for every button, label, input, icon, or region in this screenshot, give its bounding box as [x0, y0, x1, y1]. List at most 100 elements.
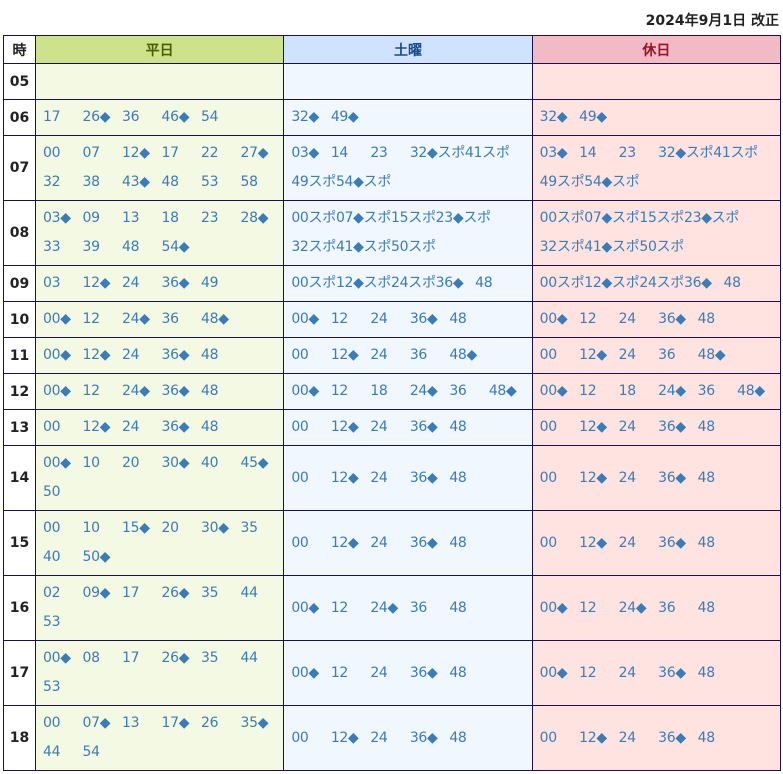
- departure-time[interactable]: 48: [449, 599, 467, 616]
- departure-time[interactable]: 58: [240, 174, 259, 190]
- departure-time[interactable]: 36: [161, 311, 180, 327]
- departure-time[interactable]: 54: [82, 744, 101, 760]
- departure-time[interactable]: 36◆: [409, 419, 438, 435]
- departure-time[interactable]: 12◆: [82, 419, 111, 435]
- departure-time[interactable]: 00◆: [291, 311, 320, 327]
- departure-time[interactable]: 33: [43, 239, 61, 255]
- departure-time[interactable]: 32スポ: [539, 239, 585, 255]
- departure-time[interactable]: 48: [697, 534, 716, 551]
- departure-time[interactable]: 10: [82, 520, 101, 536]
- departure-time[interactable]: 32◆: [291, 109, 320, 125]
- departure-time[interactable]: 12◆: [330, 347, 359, 363]
- departure-time[interactable]: 07◆: [82, 715, 111, 731]
- departure-time[interactable]: 46◆: [161, 109, 190, 125]
- departure-time[interactable]: 36◆: [658, 419, 686, 435]
- departure-time[interactable]: 00◆: [291, 664, 320, 681]
- departure-time[interactable]: 36◆: [658, 311, 686, 327]
- departure-time[interactable]: 48◆: [697, 347, 726, 363]
- departure-time[interactable]: 38: [82, 174, 101, 190]
- departure-time[interactable]: 48: [449, 534, 467, 551]
- departure-time[interactable]: 00: [43, 145, 61, 161]
- departure-time[interactable]: 40: [201, 455, 219, 471]
- departure-time[interactable]: 00: [43, 520, 61, 536]
- departure-time[interactable]: 00: [539, 419, 558, 435]
- departure-time[interactable]: 12◆スポ: [584, 275, 640, 291]
- departure-time[interactable]: 13: [122, 715, 140, 731]
- departure-time[interactable]: 36: [449, 383, 467, 399]
- departure-time[interactable]: 45◆: [240, 455, 269, 471]
- departure-time[interactable]: 48: [449, 729, 467, 746]
- departure-time[interactable]: 26◆: [161, 650, 190, 666]
- departure-time[interactable]: 43◆: [122, 174, 150, 190]
- departure-time[interactable]: 00◆: [539, 599, 568, 616]
- departure-time[interactable]: 24: [370, 311, 388, 327]
- departure-time[interactable]: 48: [449, 419, 467, 435]
- departure-time[interactable]: 14: [330, 145, 349, 161]
- departure-time[interactable]: 36: [697, 383, 716, 399]
- departure-time[interactable]: 00◆: [539, 383, 568, 399]
- departure-time[interactable]: 39: [82, 239, 101, 255]
- departure-time[interactable]: 32◆スポ: [658, 145, 714, 161]
- departure-time[interactable]: 00: [539, 469, 558, 486]
- departure-time[interactable]: 00: [291, 347, 309, 363]
- departure-time[interactable]: 48◆: [449, 347, 478, 363]
- departure-time[interactable]: 12◆: [330, 534, 359, 551]
- departure-time[interactable]: 00: [43, 715, 61, 731]
- departure-time[interactable]: 35◆: [240, 715, 269, 731]
- departure-time[interactable]: 32: [43, 174, 61, 190]
- departure-time[interactable]: 48: [697, 311, 716, 327]
- departure-time[interactable]: 49スポ: [539, 174, 585, 190]
- departure-time[interactable]: 18: [370, 383, 388, 399]
- departure-time[interactable]: 08: [82, 650, 101, 666]
- departure-time[interactable]: 00: [291, 419, 309, 435]
- departure-time[interactable]: 13: [122, 210, 140, 226]
- departure-time[interactable]: 49◆: [579, 109, 607, 125]
- departure-time[interactable]: 07◆スポ: [584, 210, 640, 226]
- departure-time[interactable]: 35: [240, 520, 259, 536]
- departure-time[interactable]: 30◆: [201, 520, 229, 536]
- departure-time[interactable]: 00: [291, 534, 309, 551]
- departure-time[interactable]: 00◆: [539, 664, 568, 681]
- departure-time[interactable]: 12◆: [330, 469, 359, 486]
- departure-time[interactable]: 12◆: [579, 347, 607, 363]
- departure-time[interactable]: 24: [122, 419, 140, 435]
- departure-time[interactable]: 12: [579, 383, 597, 399]
- departure-time[interactable]: 24: [370, 347, 388, 363]
- departure-time[interactable]: 12: [82, 383, 101, 399]
- departure-time[interactable]: 48: [449, 469, 467, 486]
- departure-time[interactable]: 12: [330, 311, 349, 327]
- departure-time[interactable]: 24◆: [658, 383, 686, 399]
- departure-time[interactable]: 48: [449, 311, 467, 327]
- departure-time[interactable]: 53: [43, 614, 61, 630]
- departure-time[interactable]: 54◆スポ: [335, 174, 392, 190]
- departure-time[interactable]: 00: [291, 729, 309, 746]
- departure-time[interactable]: 44: [240, 650, 259, 666]
- departure-time[interactable]: 49: [201, 275, 219, 291]
- departure-time[interactable]: 20: [122, 455, 140, 471]
- departure-time[interactable]: 36◆: [161, 383, 190, 399]
- departure-time[interactable]: 24◆: [370, 599, 399, 616]
- departure-time[interactable]: 23◆スポ: [684, 210, 740, 226]
- departure-time[interactable]: 36◆: [409, 664, 438, 681]
- departure-time[interactable]: 32スポ: [291, 239, 336, 255]
- departure-time[interactable]: 36◆: [161, 347, 190, 363]
- departure-time[interactable]: 00: [539, 347, 558, 363]
- departure-time[interactable]: 00スポ: [539, 210, 585, 226]
- departure-time[interactable]: 48: [697, 729, 716, 746]
- departure-time[interactable]: 49◆: [330, 109, 359, 125]
- departure-time[interactable]: 18: [618, 383, 637, 399]
- departure-time[interactable]: 00スポ: [291, 275, 336, 291]
- departure-time[interactable]: 17◆: [161, 715, 190, 731]
- departure-time[interactable]: 24◆: [122, 311, 150, 327]
- departure-time[interactable]: 22: [201, 145, 219, 161]
- departure-time[interactable]: 24: [618, 419, 637, 435]
- departure-time[interactable]: 12: [330, 664, 349, 681]
- departure-time[interactable]: 17: [161, 145, 180, 161]
- departure-time[interactable]: 41スポ: [713, 145, 758, 161]
- departure-time[interactable]: 12: [579, 311, 597, 327]
- departure-time[interactable]: 49スポ: [291, 174, 336, 190]
- departure-time[interactable]: 36◆: [409, 469, 438, 486]
- departure-time[interactable]: 24: [370, 419, 388, 435]
- departure-time[interactable]: 44: [240, 585, 259, 601]
- departure-time[interactable]: 26◆: [161, 585, 190, 601]
